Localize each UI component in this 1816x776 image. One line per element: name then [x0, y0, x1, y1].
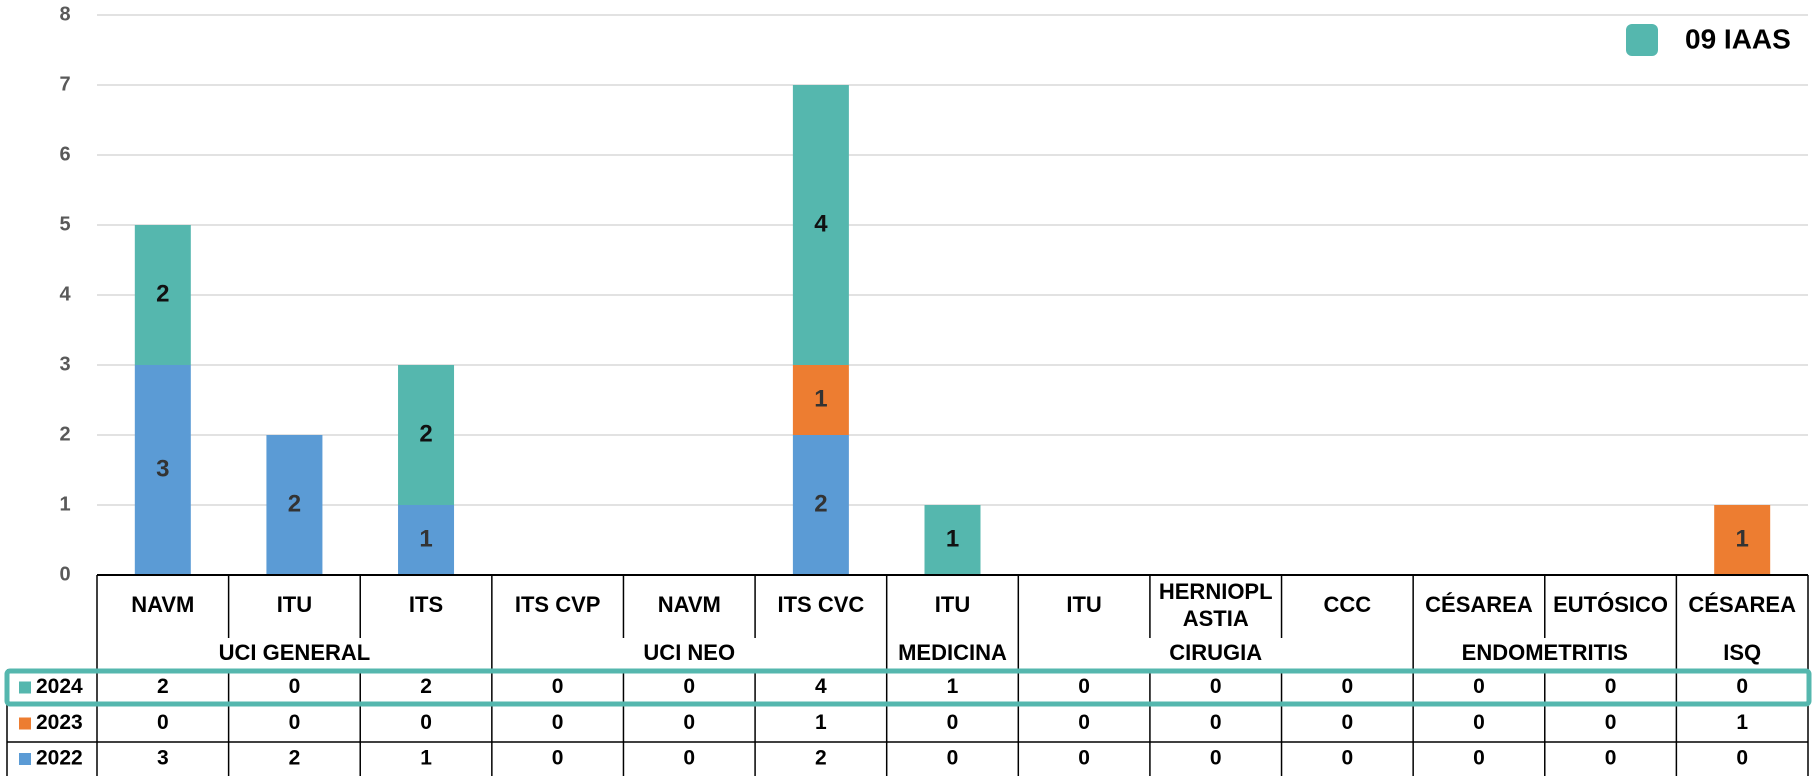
table-value: 0 — [1605, 747, 1617, 770]
legend-swatch — [19, 753, 31, 765]
table-value: 0 — [1342, 675, 1354, 698]
table-value: 1 — [1736, 711, 1748, 734]
bar-segment — [134, 365, 191, 575]
bar-segment — [266, 435, 323, 575]
category-label: CÉSAREA — [1425, 592, 1533, 617]
category-label: ITU — [1066, 592, 1101, 617]
legend-label: 09 IAAS — [1685, 23, 1791, 54]
table-value: 0 — [1078, 675, 1090, 698]
table-value: 3 — [157, 747, 169, 770]
data-label: 3 — [156, 455, 169, 482]
y-tick-label: 6 — [59, 143, 70, 165]
table-value: 1 — [420, 747, 432, 770]
category-label: ITU — [277, 592, 312, 617]
table-value: 0 — [1342, 747, 1354, 770]
group-label: ENDOMETRITIS — [1462, 640, 1628, 665]
bar-segment — [792, 85, 849, 365]
group-label: UCI GENERAL — [219, 640, 371, 665]
row-header: 2023 — [36, 711, 83, 734]
bar-segment — [398, 365, 455, 505]
category-label: ITS CVC — [777, 592, 864, 617]
table-value: 2 — [815, 747, 827, 770]
table-value: 0 — [1210, 675, 1222, 698]
y-tick-label: 3 — [59, 353, 70, 375]
table-value: 2 — [420, 675, 432, 698]
table-value: 0 — [1605, 675, 1617, 698]
data-label: 1 — [1736, 525, 1749, 552]
data-label: 1 — [946, 525, 959, 552]
category-label: ITS CVP — [515, 592, 601, 617]
category-label: NAVM — [131, 592, 194, 617]
group-label: ISQ — [1723, 640, 1761, 665]
data-label: 2 — [814, 490, 827, 517]
data-label: 2 — [288, 490, 301, 517]
table-value: 0 — [947, 747, 959, 770]
bar-segment — [792, 365, 849, 435]
group-label: UCI NEO — [643, 640, 735, 665]
bar-segment — [398, 505, 455, 575]
table-value: 0 — [552, 711, 564, 734]
table-value: 4 — [815, 675, 827, 698]
group-label: CIRUGIA — [1169, 640, 1262, 665]
category-label: ITS — [409, 592, 443, 617]
data-label: 1 — [814, 385, 827, 412]
data-label: 2 — [419, 420, 432, 447]
category-label: HERNIOPL ASTIA — [1159, 579, 1273, 631]
y-tick-label: 1 — [59, 493, 70, 515]
row-header: 2022 — [36, 747, 83, 770]
table-value: 0 — [1078, 711, 1090, 734]
y-tick-label: 8 — [59, 3, 70, 25]
table-value: 0 — [1210, 711, 1222, 734]
table-value: 0 — [1473, 675, 1485, 698]
table-value: 0 — [947, 711, 959, 734]
bar-segment — [134, 225, 191, 365]
table-value: 0 — [1210, 747, 1222, 770]
table-value: 0 — [420, 711, 432, 734]
category-label: ITU — [935, 592, 970, 617]
bar-segment — [1714, 505, 1771, 575]
table-value: 1 — [947, 675, 959, 698]
table-value: 0 — [1736, 747, 1748, 770]
table-value: 0 — [683, 675, 695, 698]
data-label: 2 — [156, 280, 169, 307]
bar-segment — [792, 435, 849, 575]
table-value: 0 — [552, 675, 564, 698]
category-label: CÉSAREA — [1688, 592, 1796, 617]
bar-segment — [924, 505, 981, 575]
table-value: 0 — [1473, 747, 1485, 770]
category-label: NAVM — [658, 592, 721, 617]
table-value: 0 — [552, 747, 564, 770]
y-tick-label: 0 — [59, 563, 70, 585]
table-value: 2 — [157, 675, 169, 698]
group-label: MEDICINA — [898, 640, 1007, 665]
table-value: 0 — [1342, 711, 1354, 734]
table-value: 0 — [1736, 675, 1748, 698]
table-value: 0 — [157, 711, 169, 734]
y-tick-label: 2 — [59, 423, 70, 445]
category-label: EUTÓSICO — [1553, 592, 1668, 617]
highlight-box — [4, 668, 1812, 707]
data-label: 4 — [814, 210, 828, 237]
data-label: 1 — [419, 525, 432, 552]
y-tick-label: 5 — [59, 213, 70, 235]
table-value: 0 — [683, 747, 695, 770]
legend-swatch — [1626, 24, 1658, 56]
table-value: 0 — [1605, 711, 1617, 734]
table-value: 0 — [1078, 747, 1090, 770]
table-value: 0 — [289, 711, 301, 734]
category-label: CCC — [1324, 592, 1372, 617]
table-value: 0 — [683, 711, 695, 734]
table-value: 1 — [815, 711, 827, 734]
legend-swatch — [19, 717, 31, 730]
row-header: 2024 — [36, 675, 83, 698]
table-value: 0 — [289, 675, 301, 698]
y-tick-label: 4 — [59, 283, 71, 305]
table-value: 2 — [289, 747, 301, 770]
table-value: 0 — [1473, 711, 1485, 734]
legend-swatch — [19, 681, 31, 694]
y-tick-label: 7 — [59, 73, 70, 95]
